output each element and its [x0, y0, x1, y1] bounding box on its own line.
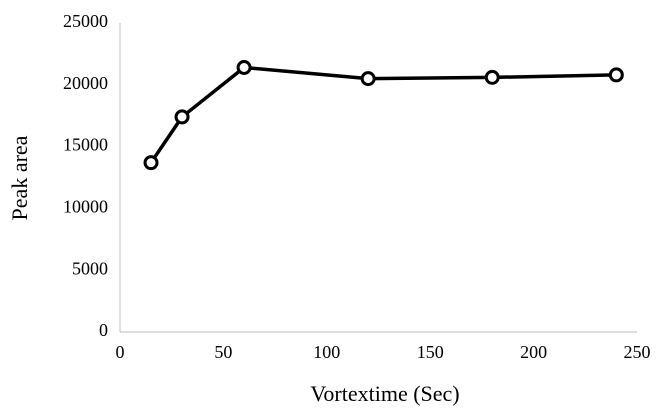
y-axis-title: Peak area: [7, 135, 32, 220]
point: [143, 155, 159, 171]
y-tick-label: 0: [99, 320, 108, 340]
x-axis-title: Vortextime (Sec): [310, 381, 459, 406]
x-tick-label: 250: [624, 342, 651, 362]
point: [484, 69, 500, 85]
y-tick-label: 15000: [63, 135, 108, 155]
x-tick-label: 50: [214, 342, 232, 362]
point: [174, 109, 190, 125]
y-tick-label: 5000: [72, 258, 108, 278]
y-tick-label: 25000: [63, 11, 108, 31]
y-tick-label: 10000: [63, 197, 108, 217]
point: [236, 59, 252, 75]
point: [360, 71, 376, 87]
x-tick-label: 150: [417, 342, 444, 362]
x-tick-label: 100: [313, 342, 340, 362]
point: [608, 67, 624, 83]
y-tick-label: 20000: [63, 73, 108, 93]
x-tick-label: 0: [116, 342, 125, 362]
series-line: [149, 65, 617, 164]
x-tick-label: 200: [520, 342, 547, 362]
